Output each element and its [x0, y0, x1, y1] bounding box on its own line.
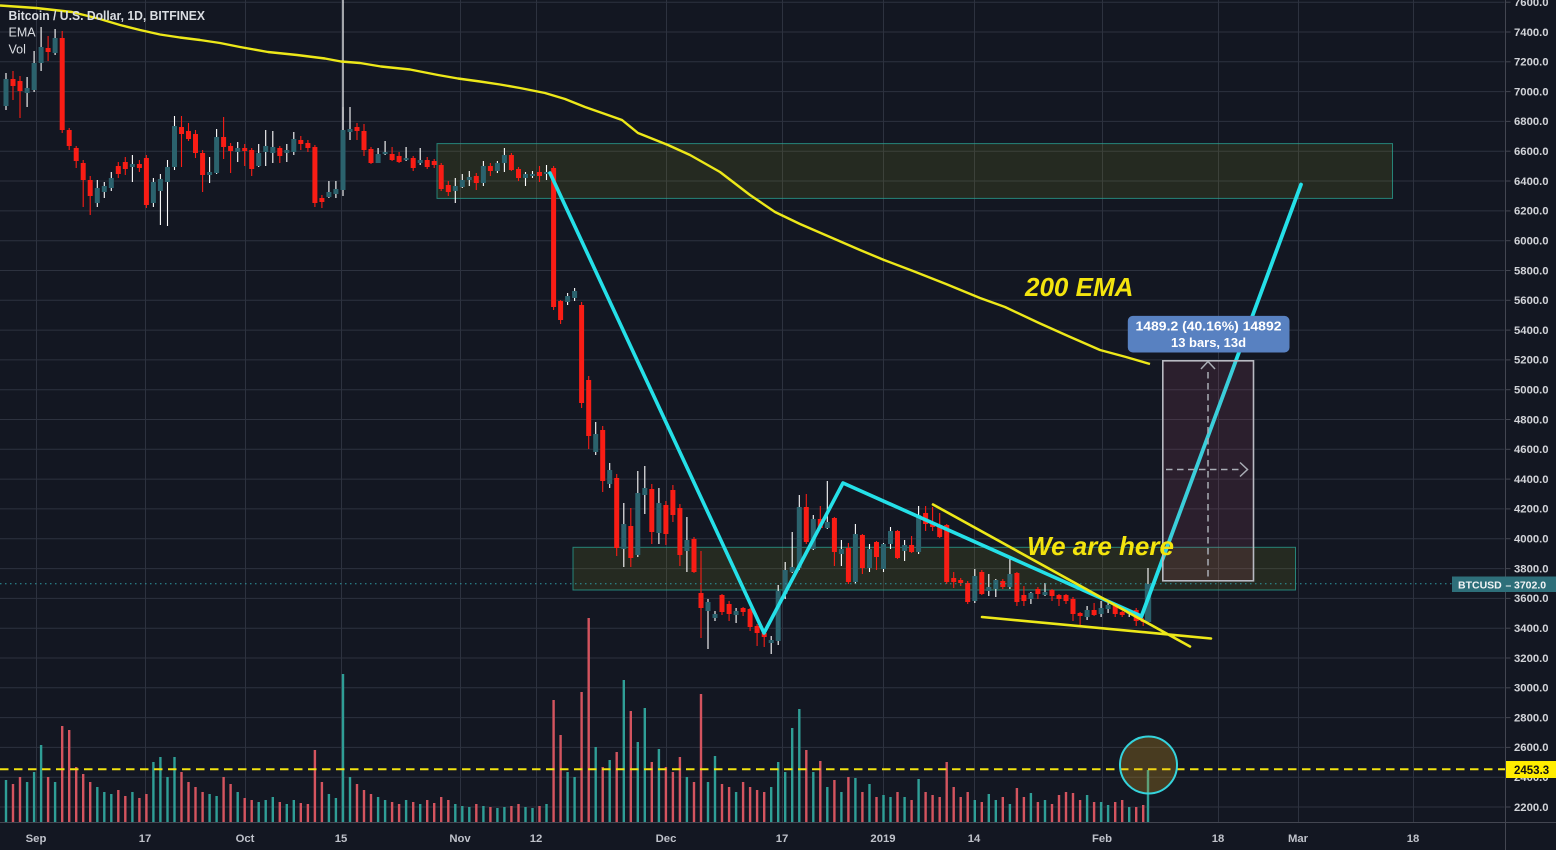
- svg-text:Feb: Feb: [1092, 833, 1112, 845]
- svg-text:2200.0: 2200.0: [1514, 802, 1549, 814]
- svg-text:1489.2 (40.16%) 14892: 1489.2 (40.16%) 14892: [1136, 319, 1282, 333]
- svg-text:18: 18: [1212, 833, 1225, 845]
- svg-text:18: 18: [1407, 833, 1420, 845]
- svg-text:4400.0: 4400.0: [1514, 474, 1549, 486]
- svg-text:4000.0: 4000.0: [1514, 534, 1549, 546]
- svg-text:13 bars, 13d: 13 bars, 13d: [1171, 336, 1246, 350]
- svg-text:Dec: Dec: [656, 833, 677, 845]
- svg-text:17: 17: [776, 833, 789, 845]
- svg-text:7400.0: 7400.0: [1514, 27, 1549, 39]
- svg-text:EMA: EMA: [9, 26, 37, 40]
- svg-text:7000.0: 7000.0: [1514, 86, 1549, 98]
- svg-text:6600.0: 6600.0: [1514, 146, 1549, 158]
- svg-text:Mar: Mar: [1288, 833, 1309, 845]
- svg-text:3200.0: 3200.0: [1514, 653, 1549, 665]
- svg-text:5000.0: 5000.0: [1514, 385, 1549, 397]
- svg-text:6800.0: 6800.0: [1514, 116, 1549, 128]
- svg-text:BTCUSD: BTCUSD: [1458, 579, 1502, 591]
- svg-text:14: 14: [968, 833, 981, 845]
- svg-text:12: 12: [530, 833, 543, 845]
- svg-text:3000.0: 3000.0: [1514, 683, 1549, 695]
- svg-text:Bitcoin / U.S. Dollar, 1D, BIT: Bitcoin / U.S. Dollar, 1D, BITFINEX: [9, 9, 206, 23]
- svg-text:Oct: Oct: [236, 833, 255, 845]
- svg-text:3702.0: 3702.0: [1514, 579, 1546, 591]
- svg-text:200 EMA: 200 EMA: [1024, 272, 1133, 302]
- svg-text:–: –: [1506, 579, 1512, 591]
- svg-text:3600.0: 3600.0: [1514, 593, 1549, 605]
- svg-text:4200.0: 4200.0: [1514, 504, 1549, 516]
- svg-text:We are here: We are here: [1027, 531, 1174, 561]
- svg-text:Sep: Sep: [26, 833, 47, 845]
- svg-text:2019: 2019: [870, 833, 895, 845]
- svg-text:7600.0: 7600.0: [1514, 0, 1549, 9]
- svg-text:5400.0: 5400.0: [1514, 325, 1549, 337]
- svg-text:17: 17: [139, 833, 152, 845]
- svg-text:5200.0: 5200.0: [1514, 355, 1549, 367]
- svg-text:3800.0: 3800.0: [1514, 563, 1549, 575]
- svg-text:6400.0: 6400.0: [1514, 176, 1549, 188]
- svg-text:15: 15: [335, 833, 348, 845]
- svg-text:Nov: Nov: [449, 833, 471, 845]
- svg-text:7200.0: 7200.0: [1514, 57, 1549, 69]
- svg-text:6200.0: 6200.0: [1514, 206, 1549, 218]
- svg-text:5600.0: 5600.0: [1514, 295, 1549, 307]
- svg-text:6000.0: 6000.0: [1514, 236, 1549, 248]
- svg-text:4800.0: 4800.0: [1514, 414, 1549, 426]
- svg-text:2800.0: 2800.0: [1514, 712, 1549, 724]
- svg-text:2600.0: 2600.0: [1514, 742, 1549, 754]
- svg-text:3400.0: 3400.0: [1514, 623, 1549, 635]
- svg-text:Vol: Vol: [9, 43, 26, 57]
- svg-text:4600.0: 4600.0: [1514, 444, 1549, 456]
- svg-text:5800.0: 5800.0: [1514, 265, 1549, 277]
- svg-text:2453.3: 2453.3: [1514, 765, 1549, 777]
